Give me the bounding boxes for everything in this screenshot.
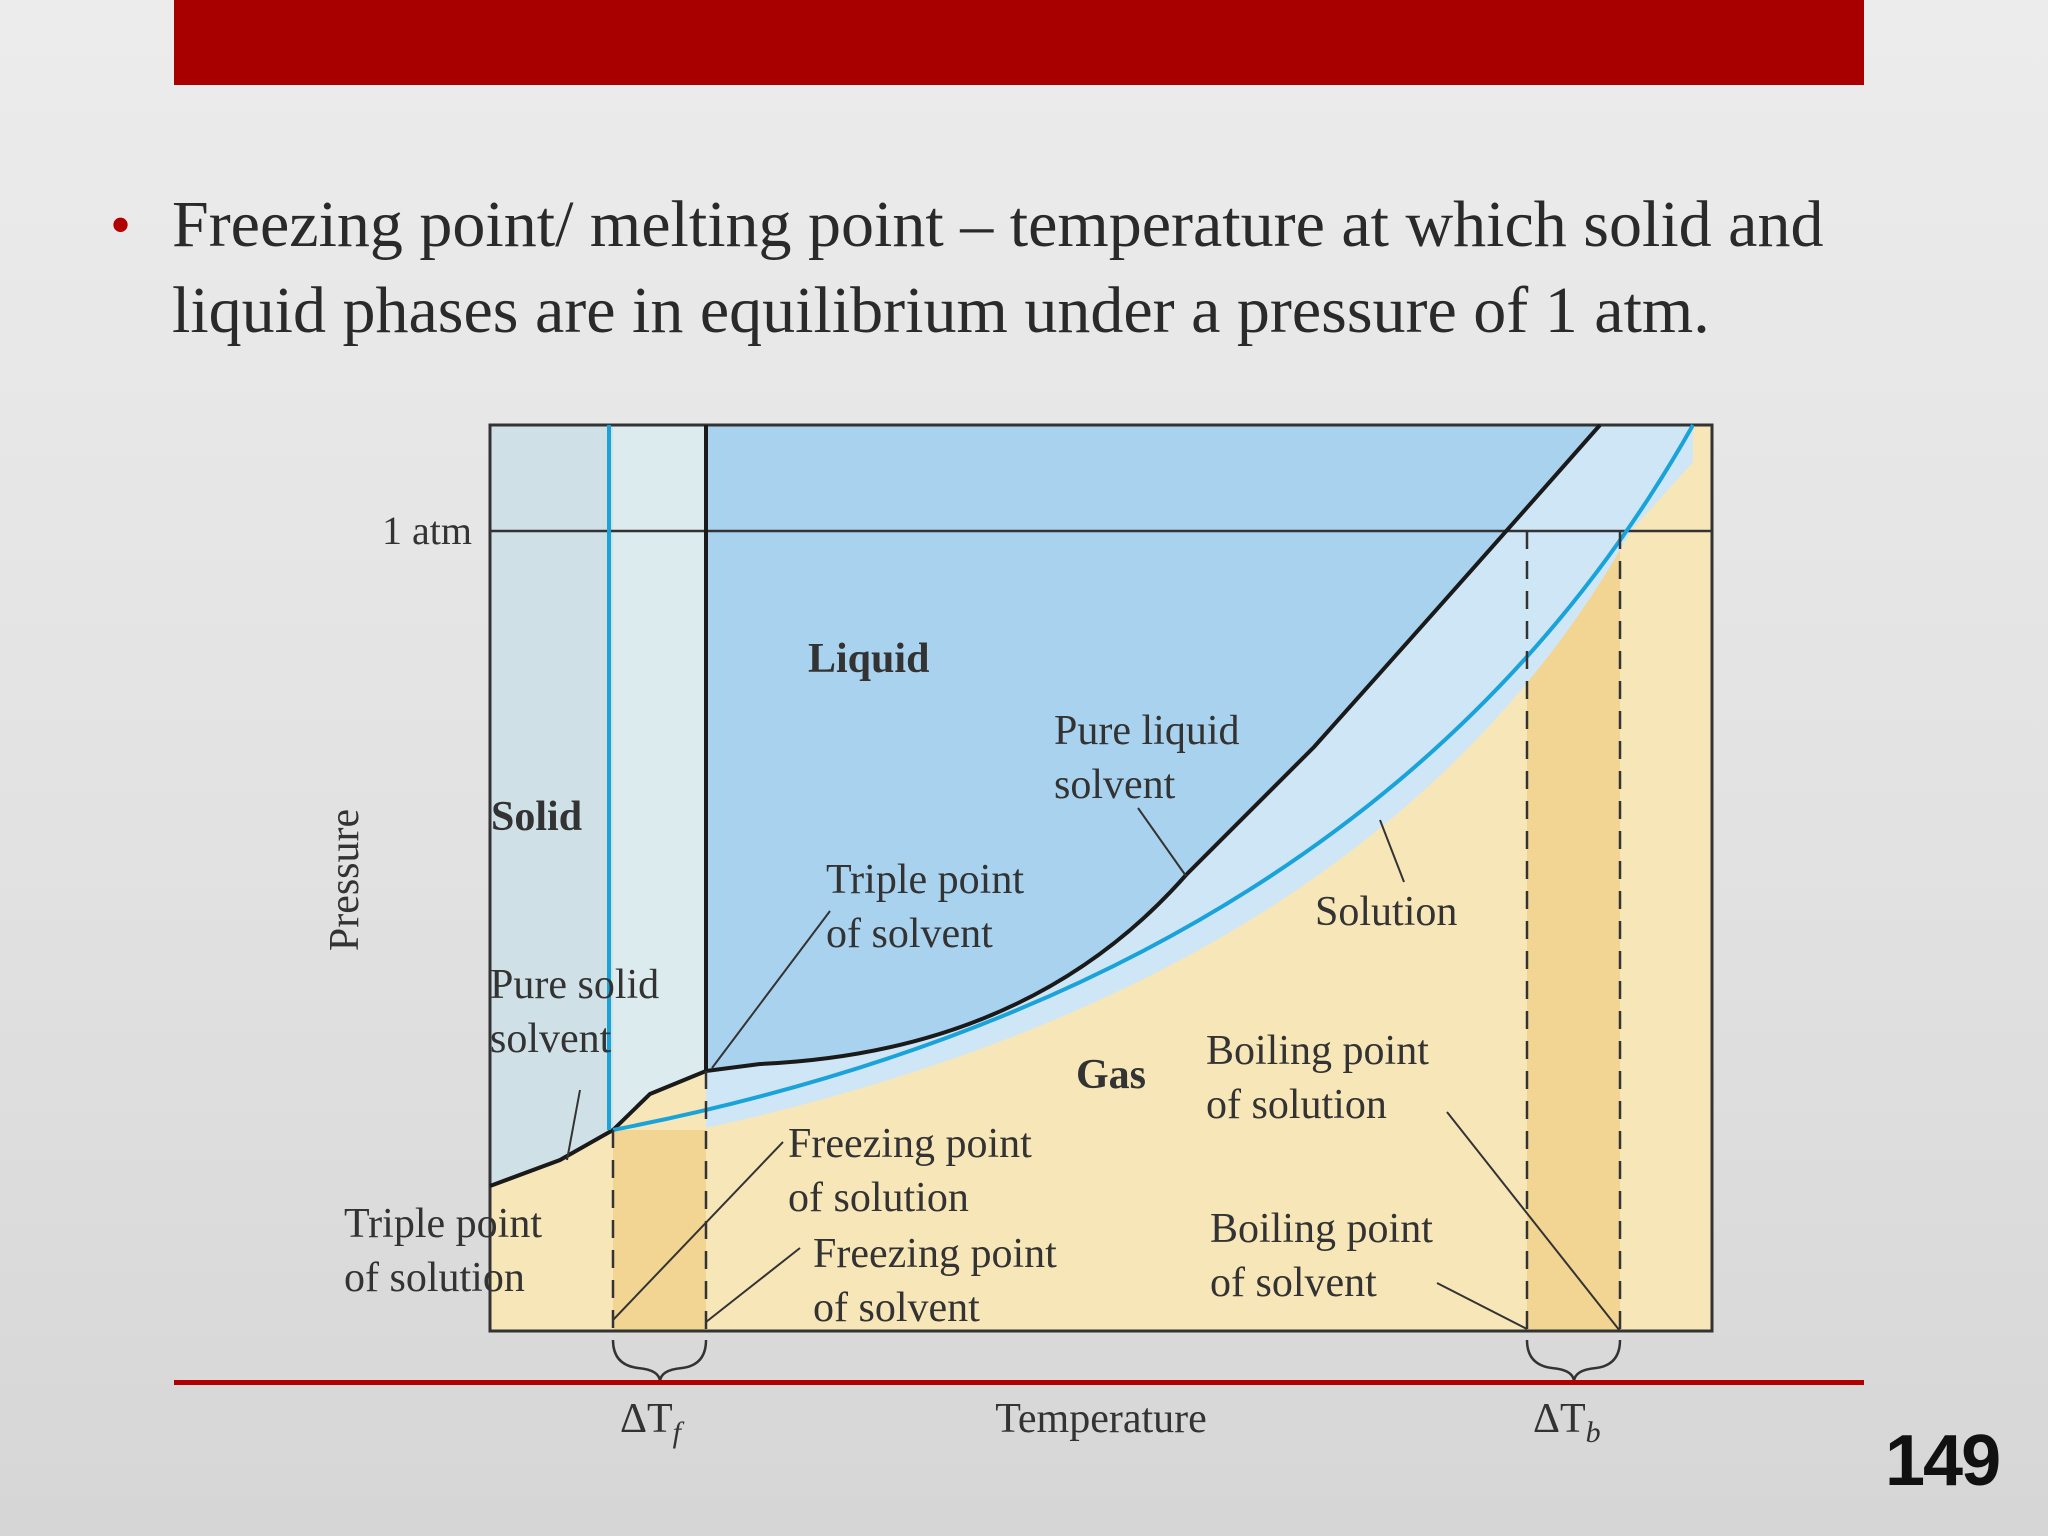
pure-solid-leader bbox=[566, 1089, 581, 1161]
boiling-solution-label-line1: Boiling point bbox=[1206, 1028, 1429, 1074]
delta-tb-symbol: ΔT bbox=[1533, 1396, 1586, 1442]
solution-leader bbox=[1379, 819, 1405, 883]
freezing-solution-label-line2: of solution bbox=[788, 1175, 969, 1221]
footer-rule bbox=[174, 1380, 1864, 1385]
title-bar bbox=[174, 0, 1864, 85]
freezing-solution-label-line1: Freezing point bbox=[788, 1121, 1032, 1167]
delta-tf-brace bbox=[611, 1339, 708, 1383]
boiling-solvent-label-line2: of solvent bbox=[1210, 1260, 1377, 1306]
bullet-text: Freezing point/ melting point – temperat… bbox=[172, 188, 1824, 347]
one-atm-label: 1 atm bbox=[382, 508, 472, 553]
triple-solvent-label-line1: Triple point bbox=[826, 857, 1024, 903]
solid-region-label: Solid bbox=[491, 794, 582, 840]
freezing-solvent-label-line1: Freezing point bbox=[813, 1231, 1057, 1277]
pure-solid-label-line1: Pure solid bbox=[490, 962, 659, 1008]
triple-solution-label-line1: Triple point bbox=[344, 1201, 542, 1247]
solution-curve-label: Solution bbox=[1315, 889, 1457, 935]
delta-tb-subscript: b bbox=[1586, 1416, 1601, 1449]
delta-tf-symbol: ΔT bbox=[620, 1396, 673, 1442]
delta-tb-brace bbox=[1525, 1339, 1622, 1383]
freezing-solution-leader bbox=[612, 1141, 784, 1321]
liquid-region-label: Liquid bbox=[808, 636, 929, 682]
freezing-solvent-leader bbox=[705, 1247, 801, 1323]
plot-frame bbox=[488, 423, 1714, 1333]
delta-tf-label: ΔTf bbox=[620, 1396, 685, 1449]
y-axis-label: Pressure bbox=[322, 809, 368, 951]
pure-liquid-label-line2: solvent bbox=[1054, 762, 1176, 808]
pure-solid-region bbox=[490, 425, 613, 1186]
boiling-solvent-label-line1: Boiling point bbox=[1210, 1206, 1433, 1252]
liquid-region bbox=[706, 425, 1600, 1071]
solution-solid-band bbox=[613, 425, 706, 1128]
triple-solvent-leader bbox=[711, 910, 831, 1069]
boiling-solution-label-line2: of solution bbox=[1206, 1082, 1387, 1128]
delta-tf-band bbox=[613, 1130, 706, 1331]
gas-region-label: Gas bbox=[1076, 1052, 1146, 1098]
pure-liquid-leader bbox=[1137, 807, 1187, 877]
x-axis-label: Temperature bbox=[995, 1396, 1207, 1442]
boiling-solution-leader bbox=[1446, 1111, 1621, 1332]
solution-vapor-curve bbox=[612, 424, 1695, 1132]
boiling-solvent-leader bbox=[1436, 1282, 1528, 1330]
triple-solution-label-line2: of solution bbox=[344, 1255, 525, 1301]
bullet-dot-icon: • bbox=[110, 192, 132, 258]
delta-tb-label: ΔTb bbox=[1533, 1396, 1601, 1449]
pure-liquid-label-line1: Pure liquid bbox=[1054, 708, 1240, 754]
pure-solid-label-line2: solvent bbox=[490, 1016, 612, 1062]
page-number: 149 bbox=[1885, 1421, 2001, 1501]
triple-solvent-label-line2: of solvent bbox=[826, 911, 993, 957]
freezing-solvent-label-line2: of solvent bbox=[813, 1285, 980, 1331]
delta-tf-subscript: f bbox=[673, 1416, 685, 1449]
